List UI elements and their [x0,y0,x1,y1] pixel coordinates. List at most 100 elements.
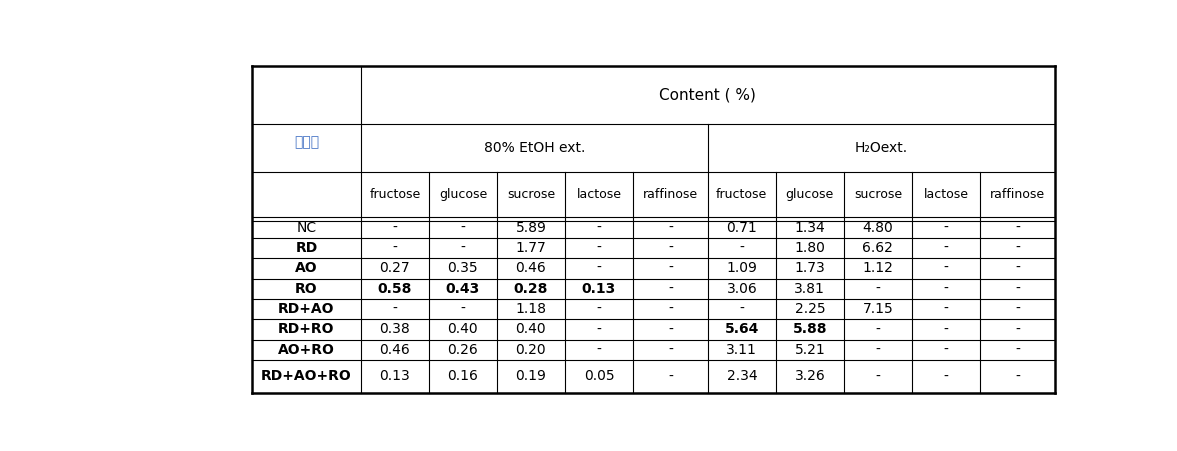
Text: -: - [460,241,465,255]
Text: -: - [1015,302,1019,316]
Text: 0.40: 0.40 [447,322,478,336]
Text: 5.88: 5.88 [792,322,827,336]
Text: raffinose: raffinose [990,188,1045,201]
Text: -: - [1015,261,1019,275]
Text: 5.89: 5.89 [516,221,546,235]
Text: Content ( %): Content ( %) [659,87,757,102]
Text: -: - [669,282,673,296]
Text: 80% EtOH ext.: 80% EtOH ext. [484,141,585,155]
Text: -: - [669,302,673,316]
Text: RD+RO: RD+RO [278,322,334,336]
Text: 0.71: 0.71 [726,221,757,235]
Text: -: - [1015,322,1019,336]
Text: 0.46: 0.46 [516,261,546,275]
Text: 3.81: 3.81 [794,282,825,296]
Text: RD+AO+RO: RD+AO+RO [261,369,352,383]
Text: -: - [944,261,949,275]
Text: 0.26: 0.26 [447,343,478,357]
Text: AO: AO [295,261,318,275]
Text: 0.05: 0.05 [584,369,614,383]
Text: 2.25: 2.25 [794,302,825,316]
Text: -: - [739,302,744,316]
Text: -: - [1015,369,1019,383]
Text: 1.18: 1.18 [516,302,546,316]
Text: -: - [876,369,880,383]
Text: -: - [944,282,949,296]
Text: 1.09: 1.09 [726,261,757,275]
Text: -: - [669,322,673,336]
Text: AO+RO: AO+RO [278,343,335,357]
Text: -: - [597,343,601,357]
Text: 1.80: 1.80 [794,241,825,255]
Text: sucrose: sucrose [507,188,556,201]
Text: lactose: lactose [924,188,969,201]
Text: RD+AO: RD+AO [278,302,334,316]
Text: 0.46: 0.46 [379,343,411,357]
Text: -: - [392,302,398,316]
Text: RO: RO [295,282,318,296]
Text: -: - [944,343,949,357]
Text: -: - [944,221,949,235]
Text: 7.15: 7.15 [863,302,893,316]
Text: RD: RD [295,241,318,255]
Text: -: - [597,241,601,255]
Text: 0.28: 0.28 [513,282,548,296]
Text: 3.11: 3.11 [726,343,757,357]
Text: -: - [669,261,673,275]
Text: -: - [1015,343,1019,357]
Text: -: - [669,221,673,235]
Text: -: - [1015,221,1019,235]
Text: -: - [597,221,601,235]
Text: 0.40: 0.40 [516,322,546,336]
Text: -: - [944,369,949,383]
Text: NC: NC [297,221,317,235]
Text: fructose: fructose [716,188,767,201]
Text: lactose: lactose [577,188,621,201]
Text: 시료명: 시료명 [294,135,319,149]
Text: 0.38: 0.38 [379,322,411,336]
Text: -: - [460,302,465,316]
Text: -: - [876,282,880,296]
Text: 0.13: 0.13 [379,369,411,383]
Text: -: - [739,241,744,255]
Text: H₂Oext.: H₂Oext. [855,141,907,155]
Text: 0.43: 0.43 [446,282,480,296]
Text: -: - [1015,241,1019,255]
Text: 6.62: 6.62 [863,241,893,255]
Text: 1.73: 1.73 [794,261,825,275]
Text: -: - [392,241,398,255]
Text: raffinose: raffinose [643,188,698,201]
Text: 0.13: 0.13 [581,282,616,296]
Text: glucose: glucose [786,188,834,201]
Text: fructose: fructose [370,188,420,201]
Text: 0.20: 0.20 [516,343,546,357]
Text: -: - [876,322,880,336]
Text: 0.19: 0.19 [516,369,546,383]
Text: -: - [876,343,880,357]
Text: -: - [944,322,949,336]
Text: 0.27: 0.27 [379,261,411,275]
Text: 3.06: 3.06 [726,282,757,296]
Text: -: - [597,261,601,275]
Text: glucose: glucose [439,188,487,201]
Text: -: - [392,221,398,235]
Text: -: - [460,221,465,235]
Text: 0.58: 0.58 [378,282,412,296]
Text: 0.35: 0.35 [447,261,478,275]
Text: 2.34: 2.34 [726,369,757,383]
Text: 1.12: 1.12 [863,261,893,275]
Text: 0.16: 0.16 [447,369,478,383]
Text: 1.77: 1.77 [516,241,546,255]
Text: -: - [944,302,949,316]
Text: sucrose: sucrose [853,188,902,201]
Text: 5.21: 5.21 [794,343,825,357]
Text: 4.80: 4.80 [863,221,893,235]
Text: -: - [944,241,949,255]
Text: -: - [1015,282,1019,296]
Text: -: - [669,241,673,255]
Text: -: - [669,343,673,357]
Text: -: - [597,302,601,316]
Text: -: - [669,369,673,383]
Text: 5.64: 5.64 [725,322,759,336]
Text: 3.26: 3.26 [794,369,825,383]
